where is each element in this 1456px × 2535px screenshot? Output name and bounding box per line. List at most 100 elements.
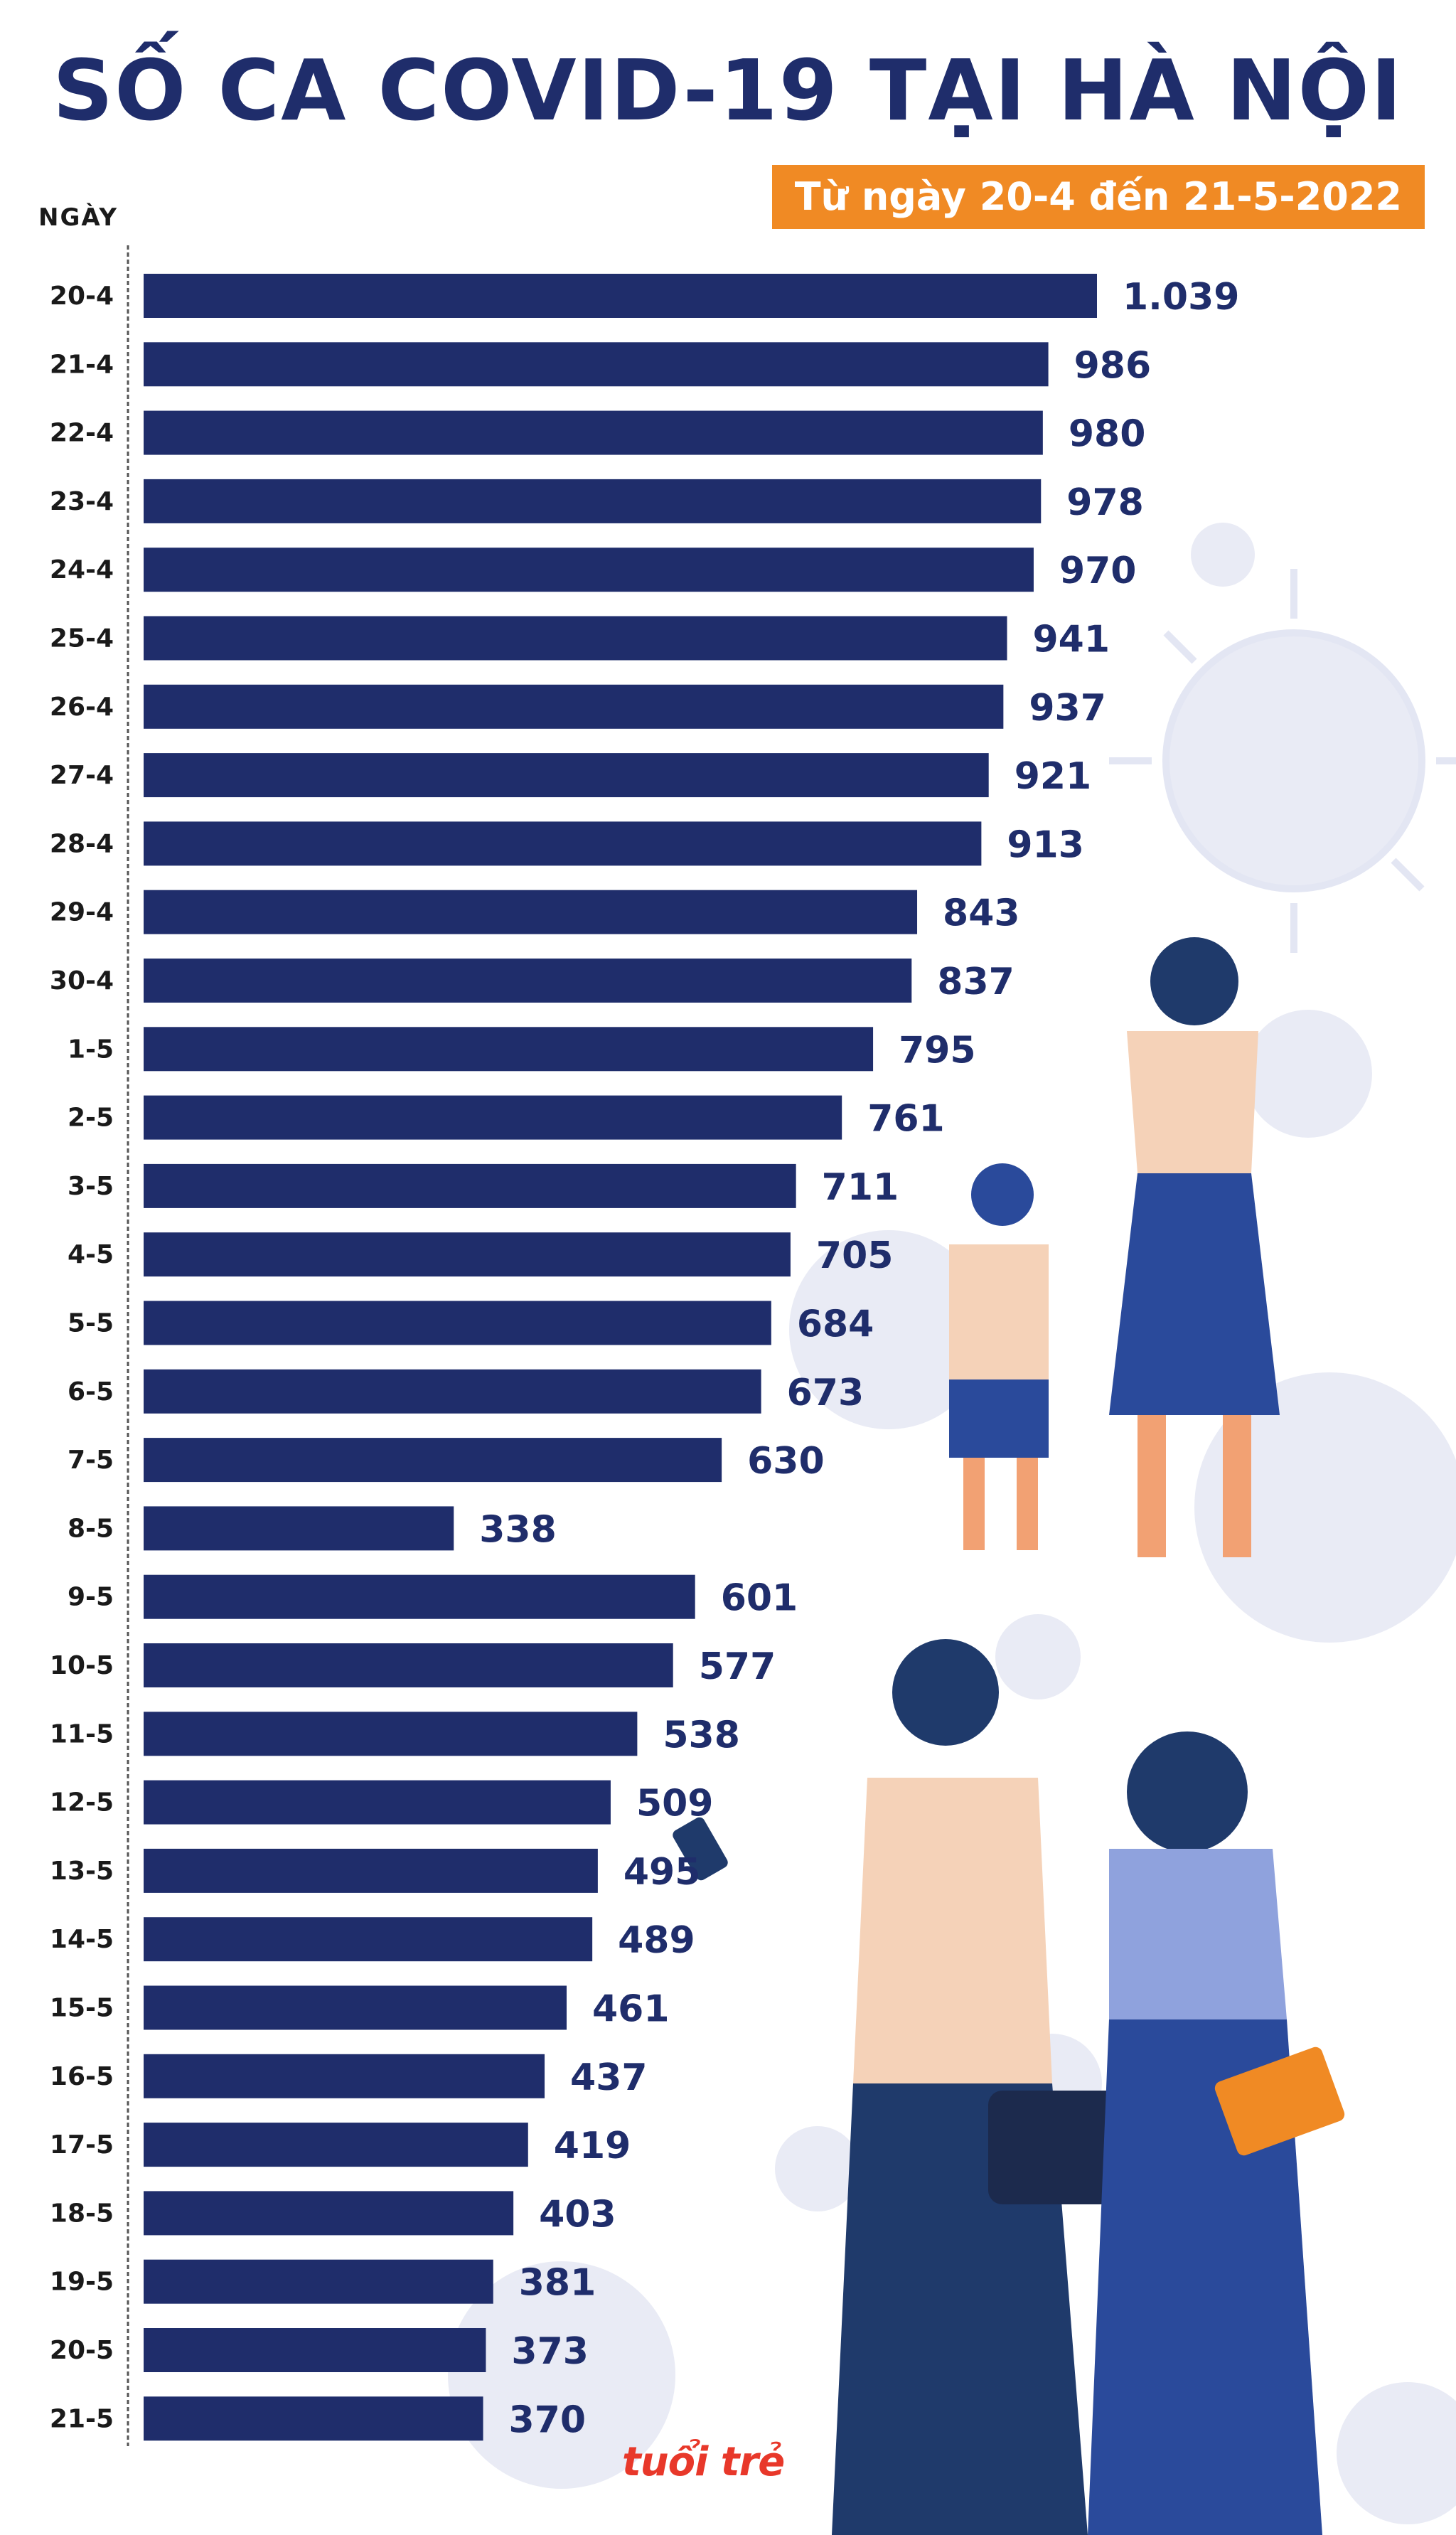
category-label: 25-4	[50, 624, 114, 653]
category-label: 11-5	[50, 1719, 114, 1749]
value-label: 986	[1074, 344, 1152, 387]
category-label: 5-5	[68, 1309, 114, 1338]
value-label: 461	[592, 1988, 670, 2031]
category-label: 24-4	[50, 555, 114, 585]
category-label: 15-5	[50, 1994, 114, 2023]
category-label: 21-5	[50, 2404, 114, 2433]
bar-30-4	[144, 959, 912, 1003]
value-label: 630	[747, 1440, 825, 1483]
value-label: 711	[822, 1166, 899, 1209]
value-label: 577	[699, 1645, 776, 1688]
bar-24-4	[144, 548, 1034, 592]
bar-12-5	[144, 1780, 611, 1825]
bar-13-5	[144, 1848, 598, 1893]
category-label: 23-4	[50, 487, 114, 516]
value-label: 980	[1069, 413, 1146, 456]
page-title: SỐ CA COVID-19 TẠI HÀ NỘI	[53, 41, 1403, 139]
bar-17-5	[144, 2123, 528, 2167]
brand-logo: tuổi trẻ	[622, 2439, 785, 2485]
category-label: 10-5	[50, 1651, 114, 1680]
bar-28-4	[144, 821, 982, 866]
value-label: 913	[1007, 823, 1084, 866]
value-label: 403	[539, 2193, 616, 2236]
bar-29-4	[144, 890, 918, 934]
value-label: 837	[937, 961, 1015, 1003]
category-label: 6-5	[68, 1377, 114, 1407]
value-label: 370	[509, 2398, 587, 2441]
value-label: 761	[867, 1098, 945, 1141]
category-label: 19-5	[50, 2268, 114, 2297]
category-label: 9-5	[68, 1583, 114, 1612]
value-label: 921	[1015, 755, 1092, 798]
category-label: 2-5	[68, 1104, 114, 1133]
value-label: 843	[943, 892, 1020, 935]
category-label: 7-5	[68, 1446, 114, 1475]
bar-1-5	[144, 1027, 874, 1072]
value-label: 601	[721, 1577, 798, 1620]
category-label: 8-5	[68, 1514, 114, 1543]
category-label: 13-5	[50, 1857, 114, 1886]
bar-8-5	[144, 1506, 454, 1551]
category-label: 1-5	[68, 1035, 114, 1064]
bar-21-4	[144, 342, 1049, 387]
bar-20-4	[144, 274, 1097, 318]
bar-10-5	[144, 1643, 673, 1687]
bar-15-5	[144, 1985, 567, 2030]
category-label: 21-4	[50, 350, 114, 379]
bar-14-5	[144, 1917, 593, 1962]
bar-27-4	[144, 753, 989, 798]
virus-icon	[1109, 569, 1456, 953]
category-label: 18-5	[50, 2199, 114, 2228]
people-illustration	[673, 937, 1345, 2535]
category-label: 27-4	[50, 761, 114, 790]
category-label: 4-5	[68, 1240, 114, 1269]
date-range-badge: Từ ngày 20-4 đến 21-5-2022	[771, 165, 1425, 229]
bar-26-4	[144, 684, 1004, 729]
value-label: 705	[816, 1234, 894, 1277]
value-label: 684	[797, 1303, 874, 1346]
bar-6-5	[144, 1369, 761, 1414]
category-label: 29-4	[50, 898, 114, 927]
category-label: 17-5	[50, 2130, 114, 2160]
value-label: 1.039	[1123, 276, 1239, 319]
value-label: 970	[1059, 550, 1137, 592]
bar-5-5	[144, 1301, 771, 1345]
category-label: 20-5	[50, 2336, 114, 2365]
value-label: 373	[511, 2330, 589, 2373]
bar-25-4	[144, 616, 1007, 661]
bar-16-5	[144, 2054, 545, 2098]
bar-7-5	[144, 1438, 722, 1483]
bar-3-5	[144, 1163, 796, 1208]
value-label: 937	[1029, 687, 1106, 730]
category-label: 22-4	[50, 419, 114, 448]
category-label: 12-5	[50, 1788, 114, 1818]
category-label: 16-5	[50, 2062, 114, 2091]
bar-22-4	[144, 410, 1043, 455]
value-label: 338	[479, 1508, 557, 1551]
value-label: 437	[570, 2056, 648, 2099]
bar-23-4	[144, 479, 1042, 523]
y-axis-label: NGÀY	[38, 203, 119, 232]
category-label: 26-4	[50, 693, 114, 722]
value-label: 795	[899, 1029, 976, 1072]
value-label: 538	[663, 1714, 740, 1756]
bar-18-5	[144, 2191, 514, 2236]
category-label: 30-4	[50, 966, 114, 996]
value-label: 489	[618, 1919, 695, 1962]
value-label: 673	[787, 1372, 864, 1414]
value-label: 978	[1066, 481, 1144, 524]
bar-19-5	[144, 2259, 493, 2304]
category-label: 28-4	[50, 829, 114, 858]
bar-21-5	[144, 2396, 483, 2441]
value-label: 509	[636, 1783, 714, 1825]
value-label: 941	[1033, 619, 1110, 661]
bar-4-5	[144, 1232, 791, 1277]
bar-20-5	[144, 2328, 486, 2372]
category-label: 20-4	[50, 282, 114, 311]
category-label: 3-5	[68, 1172, 114, 1201]
value-label: 381	[519, 2262, 596, 2305]
bar-2-5	[144, 1095, 842, 1140]
